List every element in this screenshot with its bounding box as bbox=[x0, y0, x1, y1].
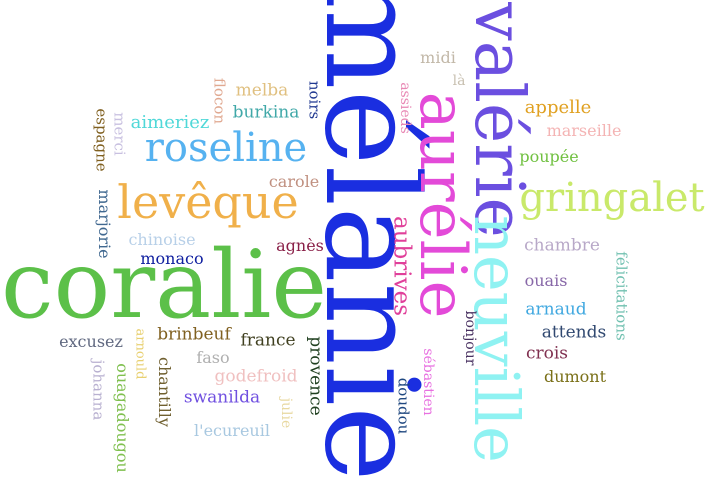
word-gringalet: gringalet bbox=[519, 175, 705, 221]
word-burkina: burkina bbox=[232, 102, 300, 123]
word-chinoise: chinoise bbox=[128, 230, 196, 249]
word-crois: crois bbox=[525, 343, 569, 364]
word-felicitations: félicitations bbox=[612, 251, 631, 341]
word-noirs: noirs bbox=[305, 80, 324, 120]
word-flocon: flocon bbox=[210, 77, 229, 125]
word-brinbeuf: brinbeuf bbox=[157, 324, 231, 345]
word-aubrives: aubrives bbox=[388, 215, 415, 317]
word-roseline: roseline bbox=[144, 125, 308, 171]
word-melba: melba bbox=[235, 80, 289, 101]
word-provence: provence bbox=[305, 336, 326, 416]
word-merci: merci bbox=[110, 112, 129, 156]
word-aimeriez: aimeriez bbox=[130, 112, 210, 133]
word-swanilda: swanilda bbox=[183, 387, 261, 408]
word-bonjour: bonjour bbox=[462, 310, 478, 366]
word-poupee: poupée bbox=[519, 147, 579, 166]
word-coralie: coralie bbox=[1, 231, 327, 340]
word-excusez: excusez bbox=[59, 332, 123, 351]
word-faso: faso bbox=[196, 348, 230, 367]
word-la: là bbox=[452, 73, 466, 89]
word-arnould: arnould bbox=[132, 328, 148, 380]
word-lecureuil: l'ecureuil bbox=[194, 421, 270, 440]
word-ouais: ouais bbox=[524, 271, 568, 290]
word-agnes: agnès bbox=[276, 236, 324, 255]
word-marseille: marseille bbox=[546, 121, 622, 140]
word-julie: julie bbox=[278, 397, 294, 429]
word-doudou: doudou bbox=[394, 377, 413, 435]
word-assieds: assieds bbox=[397, 82, 413, 134]
word-ouagadougou: ouagadougou bbox=[113, 363, 132, 473]
word-carole: carole bbox=[268, 172, 320, 191]
word-chantilly: chantilly bbox=[155, 357, 174, 427]
word-godefroid: godefroid bbox=[214, 366, 298, 387]
word-monaco: monaco bbox=[140, 249, 204, 268]
word-sebastien: sébastien bbox=[420, 348, 436, 416]
word-aurelie: aurélie bbox=[405, 91, 479, 319]
word-arnaud: arnaud bbox=[525, 299, 587, 320]
word-espagne: espagne bbox=[92, 108, 111, 172]
word-attends: attends bbox=[541, 322, 607, 343]
word-leveque: levêque bbox=[117, 175, 299, 229]
word-france: france bbox=[240, 330, 296, 351]
word-appelle: appelle bbox=[524, 97, 592, 118]
word-chambre: chambre bbox=[524, 235, 600, 256]
word-johanna: johanna bbox=[89, 359, 108, 421]
word-marjorie: marjorie bbox=[95, 189, 114, 259]
word-dumont: dumont bbox=[543, 367, 607, 386]
word-midi: midi bbox=[420, 48, 456, 67]
